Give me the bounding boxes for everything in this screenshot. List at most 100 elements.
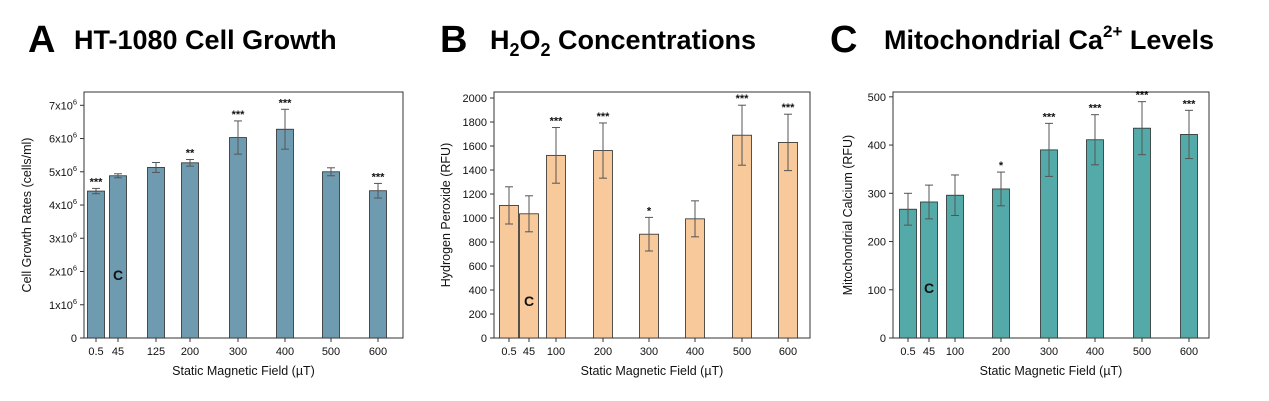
y-tick-exponent: 6 bbox=[73, 131, 77, 140]
bar bbox=[369, 190, 387, 339]
significance-label: *** bbox=[372, 171, 386, 183]
significance-label: *** bbox=[279, 97, 293, 109]
bar bbox=[1180, 134, 1198, 339]
bar bbox=[519, 213, 539, 339]
significance-label: *** bbox=[232, 109, 246, 121]
bar bbox=[87, 190, 105, 339]
y-tick-label: 1400 bbox=[463, 165, 487, 177]
y-tick-label: 2x106 bbox=[49, 264, 77, 279]
y-tick-base: 400 bbox=[469, 285, 487, 297]
y-tick-base: 100 bbox=[868, 285, 886, 297]
panel-title-b: H2O2 Concentrations bbox=[490, 25, 756, 60]
x-tick-label: 300 bbox=[640, 346, 658, 358]
y-tick-label: 7x106 bbox=[49, 97, 77, 112]
x-axis-label: Static Magnetic Field (µT) bbox=[172, 364, 315, 378]
y-tick-base: 1600 bbox=[463, 141, 487, 153]
significance-label: *** bbox=[597, 111, 611, 123]
x-tick-label: 300 bbox=[1040, 346, 1058, 358]
y-tick-label: 400 bbox=[868, 140, 886, 152]
y-tick-label: 1x106 bbox=[49, 297, 77, 312]
bar bbox=[920, 201, 938, 339]
bar bbox=[1086, 139, 1104, 339]
y-tick-label: 800 bbox=[469, 237, 487, 249]
panel-letter-c: C bbox=[830, 19, 857, 61]
x-tick-label: 100 bbox=[547, 346, 565, 358]
y-tick-label: 0 bbox=[481, 333, 487, 345]
y-tick-exponent: 6 bbox=[73, 297, 77, 306]
bar bbox=[181, 162, 199, 339]
x-tick-label: 45 bbox=[523, 346, 535, 358]
y-tick-base: 2000 bbox=[463, 93, 487, 105]
y-tick-label: 400 bbox=[469, 285, 487, 297]
y-tick-base: 300 bbox=[868, 188, 886, 200]
chart-panel-c: 0 100 200 300 400 500 Mitochondrial Calcium (R… bbox=[841, 90, 1210, 378]
y-axis-label: Cell Growth Rates (cells/ml) bbox=[20, 138, 34, 293]
y-tick-base: 0 bbox=[481, 333, 487, 345]
y-tick-base: 4x10 bbox=[49, 200, 73, 212]
bar bbox=[992, 188, 1010, 339]
bar bbox=[946, 194, 964, 339]
panel-letter-a: A bbox=[28, 19, 55, 61]
control-label: C bbox=[924, 280, 934, 296]
bar bbox=[147, 167, 165, 339]
significance-label: *** bbox=[1136, 90, 1150, 102]
title-b-part-4: Concentrations bbox=[551, 25, 757, 55]
x-tick-label: 0.5 bbox=[501, 346, 516, 358]
y-tick-label: 600 bbox=[469, 261, 487, 273]
y-axis-label: Hydrogen Peroxide (RFU) bbox=[439, 143, 453, 288]
y-tick-label: 2000 bbox=[463, 93, 487, 105]
x-tick-label: 600 bbox=[779, 346, 797, 358]
y-tick-exponent: 6 bbox=[73, 197, 77, 206]
significance-label: *** bbox=[736, 93, 750, 105]
y-tick-label: 4x106 bbox=[49, 197, 77, 212]
y-tick-exponent: 6 bbox=[73, 164, 77, 173]
y-tick-label: 5x106 bbox=[49, 164, 77, 179]
y-tick-base: 200 bbox=[868, 237, 886, 249]
y-tick-label: 200 bbox=[868, 237, 886, 249]
y-tick-label: 500 bbox=[868, 92, 886, 104]
significance-label: *** bbox=[782, 102, 796, 114]
y-tick-base: 800 bbox=[469, 237, 487, 249]
bar bbox=[499, 204, 519, 339]
x-tick-label: 45 bbox=[112, 346, 124, 358]
y-tick-base: 0 bbox=[71, 333, 77, 345]
y-tick-exponent: 6 bbox=[73, 264, 77, 273]
y-tick-base: 500 bbox=[868, 92, 886, 104]
x-axis-label: Static Magnetic Field (µT) bbox=[980, 364, 1123, 378]
bar bbox=[229, 137, 247, 339]
y-tick-label: 1200 bbox=[463, 189, 487, 201]
significance-label: *** bbox=[90, 176, 104, 188]
panel-letter-b: B bbox=[440, 19, 467, 61]
title-b-part-2: O bbox=[520, 25, 541, 55]
y-axis-label: Mitochondrial Calcium (RFU) bbox=[841, 135, 855, 295]
y-tick-base: 1800 bbox=[463, 117, 487, 129]
y-tick-base: 7x10 bbox=[49, 100, 73, 112]
y-tick-base: 6x10 bbox=[49, 134, 73, 146]
x-tick-label: 500 bbox=[1133, 346, 1151, 358]
title-c-part-0: Mitochondrial Ca bbox=[884, 25, 1104, 55]
control-label: C bbox=[524, 293, 534, 309]
y-tick-base: 3x10 bbox=[49, 233, 73, 245]
y-tick-label: 1600 bbox=[463, 141, 487, 153]
title-b-part-3: 2 bbox=[541, 40, 551, 60]
significance-label: *** bbox=[1089, 103, 1103, 115]
bar bbox=[1133, 127, 1151, 339]
bar bbox=[593, 150, 613, 339]
bar bbox=[322, 171, 340, 339]
x-tick-label: 200 bbox=[992, 346, 1010, 358]
x-tick-label: 500 bbox=[733, 346, 751, 358]
bar bbox=[899, 208, 917, 339]
y-tick-label: 6x106 bbox=[49, 131, 77, 146]
bar bbox=[778, 141, 798, 339]
x-tick-label: 0.5 bbox=[88, 346, 103, 358]
x-tick-label: 400 bbox=[686, 346, 704, 358]
y-tick-base: 600 bbox=[469, 261, 487, 273]
y-tick-exponent: 6 bbox=[73, 230, 77, 239]
y-tick-label: 300 bbox=[868, 188, 886, 200]
y-tick-label: 200 bbox=[469, 309, 487, 321]
x-tick-label: 100 bbox=[946, 346, 964, 358]
bar bbox=[1040, 149, 1058, 339]
y-tick-exponent: 6 bbox=[73, 97, 77, 106]
chart-panel-b: 0 200 400 600 800 1000 1200 1400 1600 1800 2000 Hyd… bbox=[439, 91, 811, 378]
chart-panel-a: 01x1062x1063x1064x1065x1066x1067x106Cell… bbox=[20, 91, 404, 378]
